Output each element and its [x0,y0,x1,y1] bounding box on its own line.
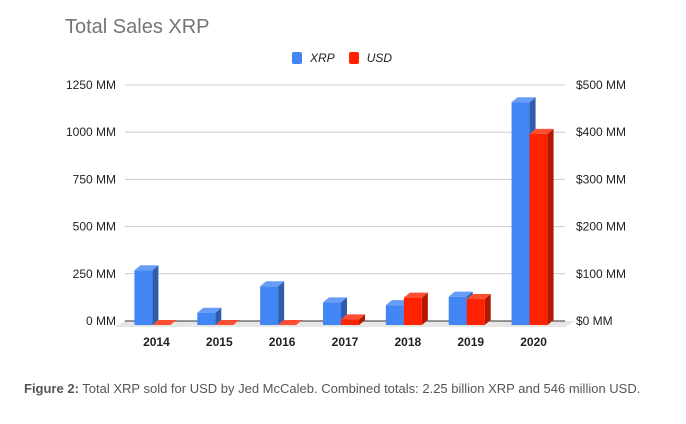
bar-usd-2020-top [529,128,554,134]
x-tick-label: 2016 [269,335,296,349]
bar-xrp-2015-side [215,307,222,325]
legend-swatch-usd [348,52,359,64]
legend-swatch-xrp [292,52,302,64]
left-tick-label: 500 MM [73,220,116,234]
bar-usd-2016-top [278,320,303,325]
bar-usd-2020-side [547,128,554,325]
bar-usd-2019-top [466,294,491,300]
bar-xrp-2016-top [260,281,285,287]
bar-usd-2019-side [484,294,491,325]
right-tick-label: $200 MM [576,220,626,234]
left-tick-label: 1250 MM [66,78,116,92]
bar-usd-2019 [466,299,485,325]
bar-xrp-2016-side [278,281,285,325]
x-tick-label: 2018 [395,335,422,349]
x-tick-label: 2017 [332,335,359,349]
left-tick-label: 1000 MM [66,125,116,139]
caption-label: Figure 2: [24,381,79,396]
legend-label-usd: USD [366,51,393,65]
bar-xrp-2014 [134,270,153,325]
bar-xrp-2020 [511,102,530,325]
bar-usd-2018-side [421,292,428,325]
bar-xrp-2019 [448,296,467,325]
left-tick-label: 0 MM [86,314,116,328]
left-tick-label: 250 MM [73,267,116,281]
bar-xrp-2015-top [197,307,222,313]
bar-xrp-2019-top [448,291,473,297]
chart-title: Total Sales XRP [65,16,210,38]
x-tick-label: 2015 [206,335,233,349]
legend-item-xrp: XRP [292,51,335,65]
bar-usd-2017 [341,319,359,325]
bar-xrp-2014-top [134,265,159,271]
right-tick-label: $100 MM [576,267,626,281]
legend-item-usd: USD [348,51,393,65]
x-tick-label: 2019 [457,335,484,349]
bar-xrp-2020-top [511,97,536,103]
bar-usd-2017-side [359,314,365,325]
x-tick-label: 2020 [520,335,547,349]
bar-xrp-2017 [323,302,341,325]
legend-label-xrp: XRP [310,51,335,65]
left-tick-label: 750 MM [73,172,116,186]
bar-xrp-2015 [197,312,216,325]
bar-usd-2018-top [403,292,428,298]
legend: XRP USD [292,51,392,65]
bar-xrp-2017-top [323,297,347,303]
bar-xrp-2016 [260,286,279,325]
bar-usd-2017-top [341,314,365,320]
bar-xrp-2014-side [152,265,159,325]
chart-plot: 0 MM $0 MM 250 MM $100 MM 500 MM $200 MM 750 M… [66,78,626,349]
caption-text: Total XRP sold for USD by Jed McCaleb. C… [78,381,641,396]
x-tick-label: 2014 [143,335,170,349]
right-tick-label: $300 MM [576,172,626,186]
figure-caption: Figure 2: Total XRP sold for USD by Jed … [24,381,640,396]
bar-xrp-2018 [385,305,404,325]
right-tick-label: $0 MM [576,314,613,328]
bar-usd-2018 [403,297,422,325]
bar-usd-2014-top [152,320,177,325]
bar-usd-2020 [529,133,548,325]
right-tick-label: $500 MM [576,78,626,92]
right-tick-label: $400 MM [576,125,626,139]
bar-usd-2015-top [215,320,240,325]
